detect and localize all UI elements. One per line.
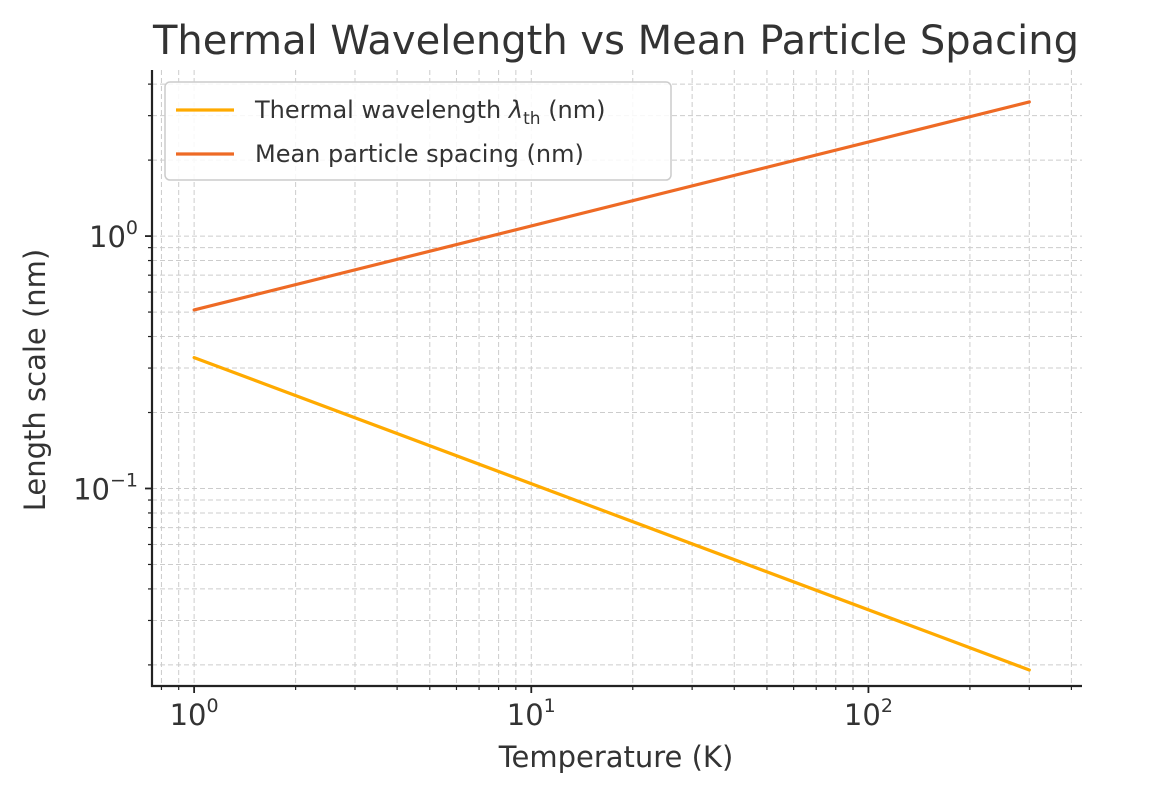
y-tick-label: 10−1 (73, 469, 138, 506)
x-tick-label: 101 (507, 695, 556, 732)
legend: Thermal wavelength λth (nm) Mean particle… (164, 81, 672, 181)
series-line-2 (192, 100, 1031, 312)
tick-labels: 100 101 102 100 10−1 (73, 217, 893, 732)
y-axis-label: Length scale (nm) (18, 249, 52, 511)
x-axis-label: Temperature (K) (498, 740, 734, 774)
series-layer (192, 100, 1031, 672)
x-tick-label: 102 (844, 695, 893, 732)
legend-box (164, 81, 672, 181)
legend-label-1: Thermal wavelength λth (nm) (254, 96, 606, 129)
chart-title: Thermal Wavelength vs Mean Particle Spac… (152, 18, 1079, 64)
series-line-1 (192, 356, 1031, 672)
legend-label-2: Mean particle spacing (nm) (255, 140, 584, 168)
y-tick-label: 100 (89, 217, 138, 254)
axes (145, 70, 1082, 693)
x-tick-label: 100 (170, 695, 219, 732)
